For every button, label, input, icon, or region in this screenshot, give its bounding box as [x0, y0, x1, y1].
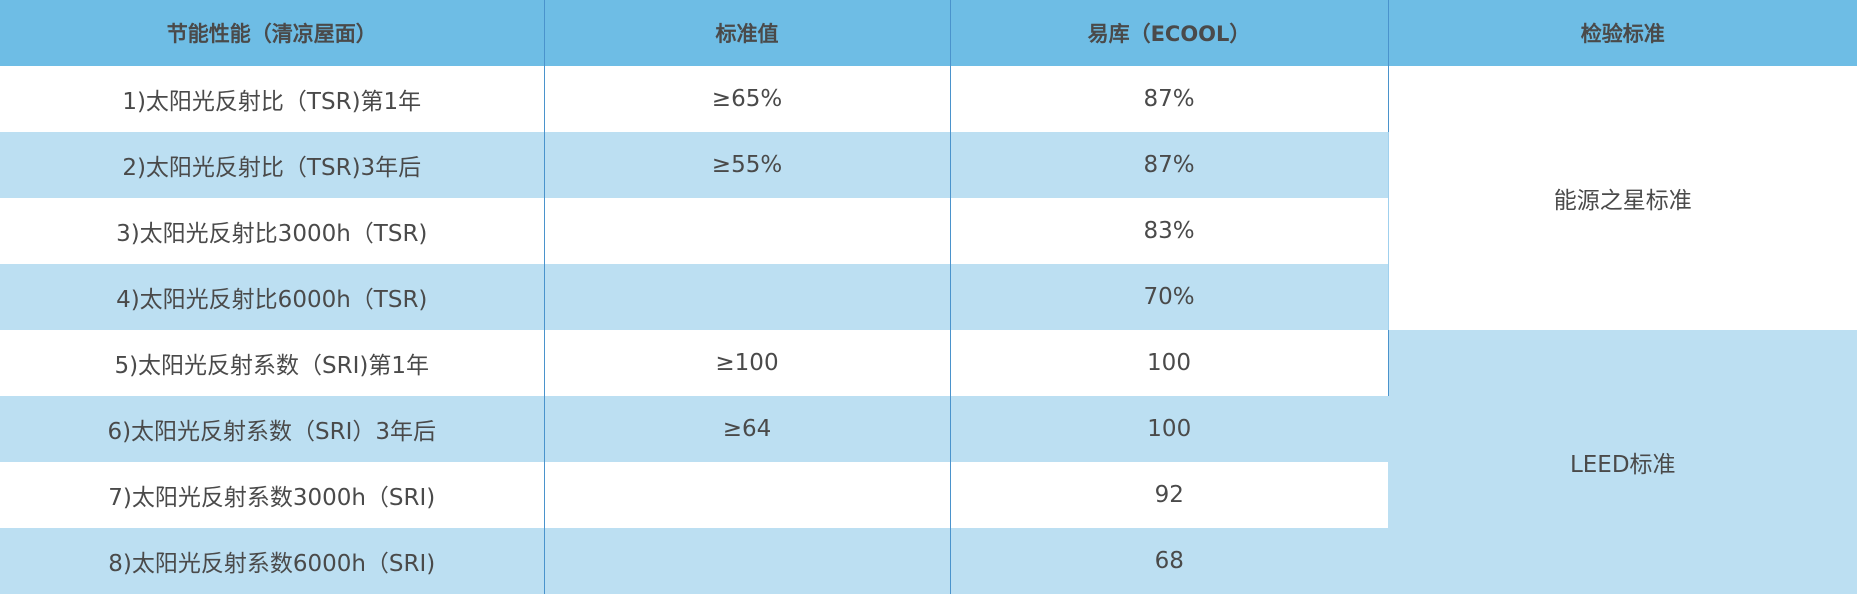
- value-cell: 83%: [950, 198, 1388, 264]
- item-cell: 8)太阳光反射系数6000h（SRI): [0, 528, 545, 594]
- standard-cell: ≥100: [544, 330, 951, 396]
- value-cell: 87%: [950, 66, 1389, 132]
- standard-cell: ≥55%: [544, 132, 951, 198]
- header-item: 节能性能（清凉屋面）: [0, 0, 545, 66]
- item-cell: 7)太阳光反射系数3000h（SRI): [0, 462, 545, 528]
- value-cell: 87%: [950, 132, 1388, 198]
- item-cell: 4)太阳光反射比6000h（TSR): [0, 264, 545, 330]
- standard-cell: [544, 198, 951, 264]
- item-cell: 5)太阳光反射系数（SRI)第1年: [0, 330, 545, 396]
- value-cell: 100: [950, 330, 1389, 396]
- table-row: 3)太阳光反射比3000h（TSR) 83%: [0, 198, 1857, 264]
- header-test-standard: 检验标准: [1388, 0, 1857, 66]
- item-cell: 1)太阳光反射比（TSR)第1年: [0, 66, 545, 132]
- standard-cell: [544, 528, 951, 594]
- table-row: 6)太阳光反射系数（SRI）3年后 ≥64 100: [0, 396, 1857, 462]
- test-standard-leed: LEED标准: [1388, 330, 1857, 594]
- header-row: 节能性能（清凉屋面） 标准值 易库（ECOOL） 检验标准: [0, 0, 1857, 66]
- table-row: 4)太阳光反射比6000h（TSR) 70%: [0, 264, 1857, 330]
- value-cell: 70%: [950, 264, 1388, 330]
- standard-cell: ≥65%: [544, 66, 951, 132]
- table-row: 7)太阳光反射系数3000h（SRI) 92: [0, 462, 1857, 528]
- table-row: 2)太阳光反射比（TSR)3年后 ≥55% 87%: [0, 132, 1857, 198]
- header-standard: 标准值: [544, 0, 951, 66]
- value-cell: 100: [950, 396, 1388, 462]
- standard-cell: [544, 264, 951, 330]
- value-cell: 68: [950, 528, 1388, 594]
- header-value: 易库（ECOOL）: [950, 0, 1389, 66]
- standard-cell: ≥64: [544, 396, 951, 462]
- item-cell: 2)太阳光反射比（TSR)3年后: [0, 132, 545, 198]
- value-cell: 92: [950, 462, 1388, 528]
- table-row: 8)太阳光反射系数6000h（SRI) 68: [0, 528, 1857, 594]
- table-row: 5)太阳光反射系数（SRI)第1年 ≥100 100 LEED标准: [0, 330, 1857, 594]
- table-row: 1)太阳光反射比（TSR)第1年 ≥65% 87% 能源之星标准: [0, 66, 1857, 330]
- item-cell: 3)太阳光反射比3000h（TSR): [0, 198, 545, 264]
- test-standard-energy-star: 能源之星标准: [1387, 66, 1857, 330]
- standard-cell: [544, 462, 951, 528]
- item-cell: 6)太阳光反射系数（SRI）3年后: [0, 396, 545, 462]
